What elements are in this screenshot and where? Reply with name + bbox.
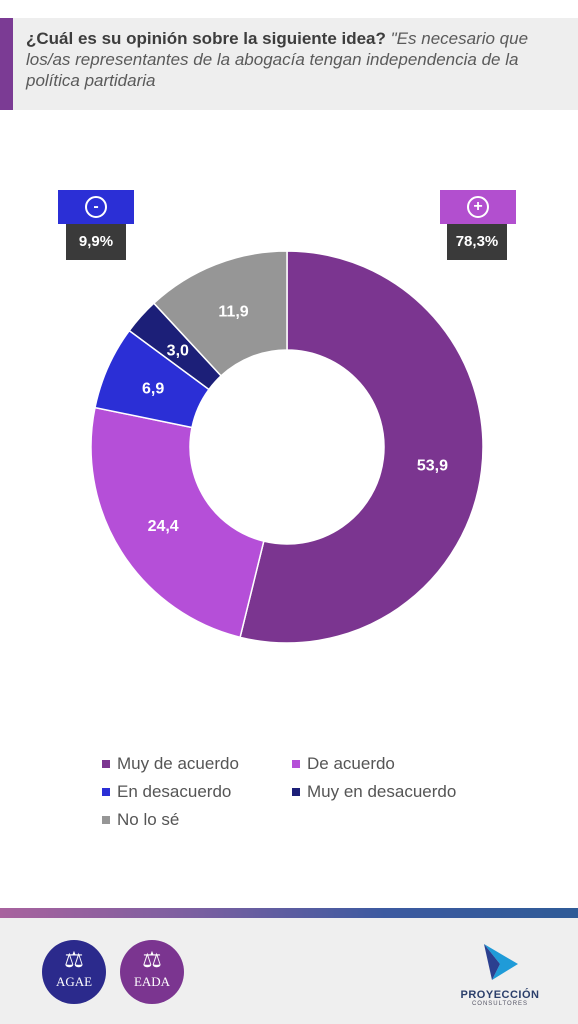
donut-slice-label-4: 11,9 (218, 304, 248, 321)
legend-label: No lo sé (117, 810, 180, 829)
eada-logo: ⚖ EADA (120, 940, 184, 1004)
chart-legend: Muy de acuerdo De acuerdo En desacuerdo … (102, 750, 522, 834)
donut-slice-4 (152, 250, 288, 377)
legend-item-no-lo-se: No lo sé (102, 810, 179, 830)
question-header: ¿Cuál es su opinión sobre la siguiente i… (0, 18, 578, 110)
eada-logo-text: EADA (133, 974, 171, 989)
legend-swatch (102, 788, 110, 796)
minus-icon: - (85, 196, 107, 218)
legend-swatch (292, 760, 300, 768)
proyeccion-brand: PROYECCIÓN CONSULTORES (440, 942, 560, 1007)
plus-icon-box: + (440, 190, 516, 224)
gradient-divider (0, 908, 578, 918)
legend-item-de-acuerdo: De acuerdo (292, 754, 395, 774)
legend-item-en-desacuerdo: En desacuerdo (102, 782, 292, 802)
question-title: ¿Cuál es su opinión sobre la siguiente i… (26, 29, 386, 48)
proyeccion-logo-icon (484, 944, 518, 980)
donut-slice-label-3: 3,0 (167, 342, 189, 359)
brand-name: PROYECCIÓN (460, 989, 540, 1001)
question-idea: "Es necesario que los/as representantes … (26, 29, 529, 90)
legend-label: Muy de acuerdo (117, 754, 239, 773)
header-accent-bar (0, 18, 13, 110)
footer: ⚖ AGAE ⚖ EADA PROYECCIÓN CONSULTORES (0, 918, 578, 1024)
legend-swatch (292, 788, 300, 796)
question-text: ¿Cuál es su opinión sobre la siguiente i… (26, 28, 556, 91)
donut-slice-label-2: 6,9 (142, 380, 164, 397)
legend-label: De acuerdo (307, 754, 395, 773)
legend-item-muy-de-acuerdo: Muy de acuerdo (102, 754, 292, 774)
agae-logo-text: AGAE (55, 974, 93, 989)
donut-slice-0 (239, 250, 484, 644)
scale-icon: ⚖ (64, 947, 84, 972)
donut-chart: 53,9 24,4 6,9 3,0 11,9 (90, 250, 484, 644)
legend-item-muy-en-desacuerdo: Muy en desacuerdo (292, 782, 456, 802)
minus-icon-box: - (58, 190, 134, 224)
plus-icon: + (467, 196, 489, 218)
positive-total: 78,3% (447, 224, 507, 260)
scale-icon: ⚖ (142, 947, 162, 972)
legend-label: Muy en desacuerdo (307, 782, 457, 801)
agae-logo: ⚖ AGAE (42, 940, 106, 1004)
negative-total: 9,9% (66, 224, 126, 260)
donut-slice-1 (90, 406, 265, 639)
legend-swatch (102, 816, 110, 824)
brand-subtitle: CONSULTORES (471, 1001, 529, 1007)
donut-slice-label-0: 53,9 (417, 458, 448, 475)
legend-label: En desacuerdo (117, 782, 232, 801)
donut-slice-label-1: 24,4 (148, 518, 179, 535)
legend-swatch (102, 760, 110, 768)
